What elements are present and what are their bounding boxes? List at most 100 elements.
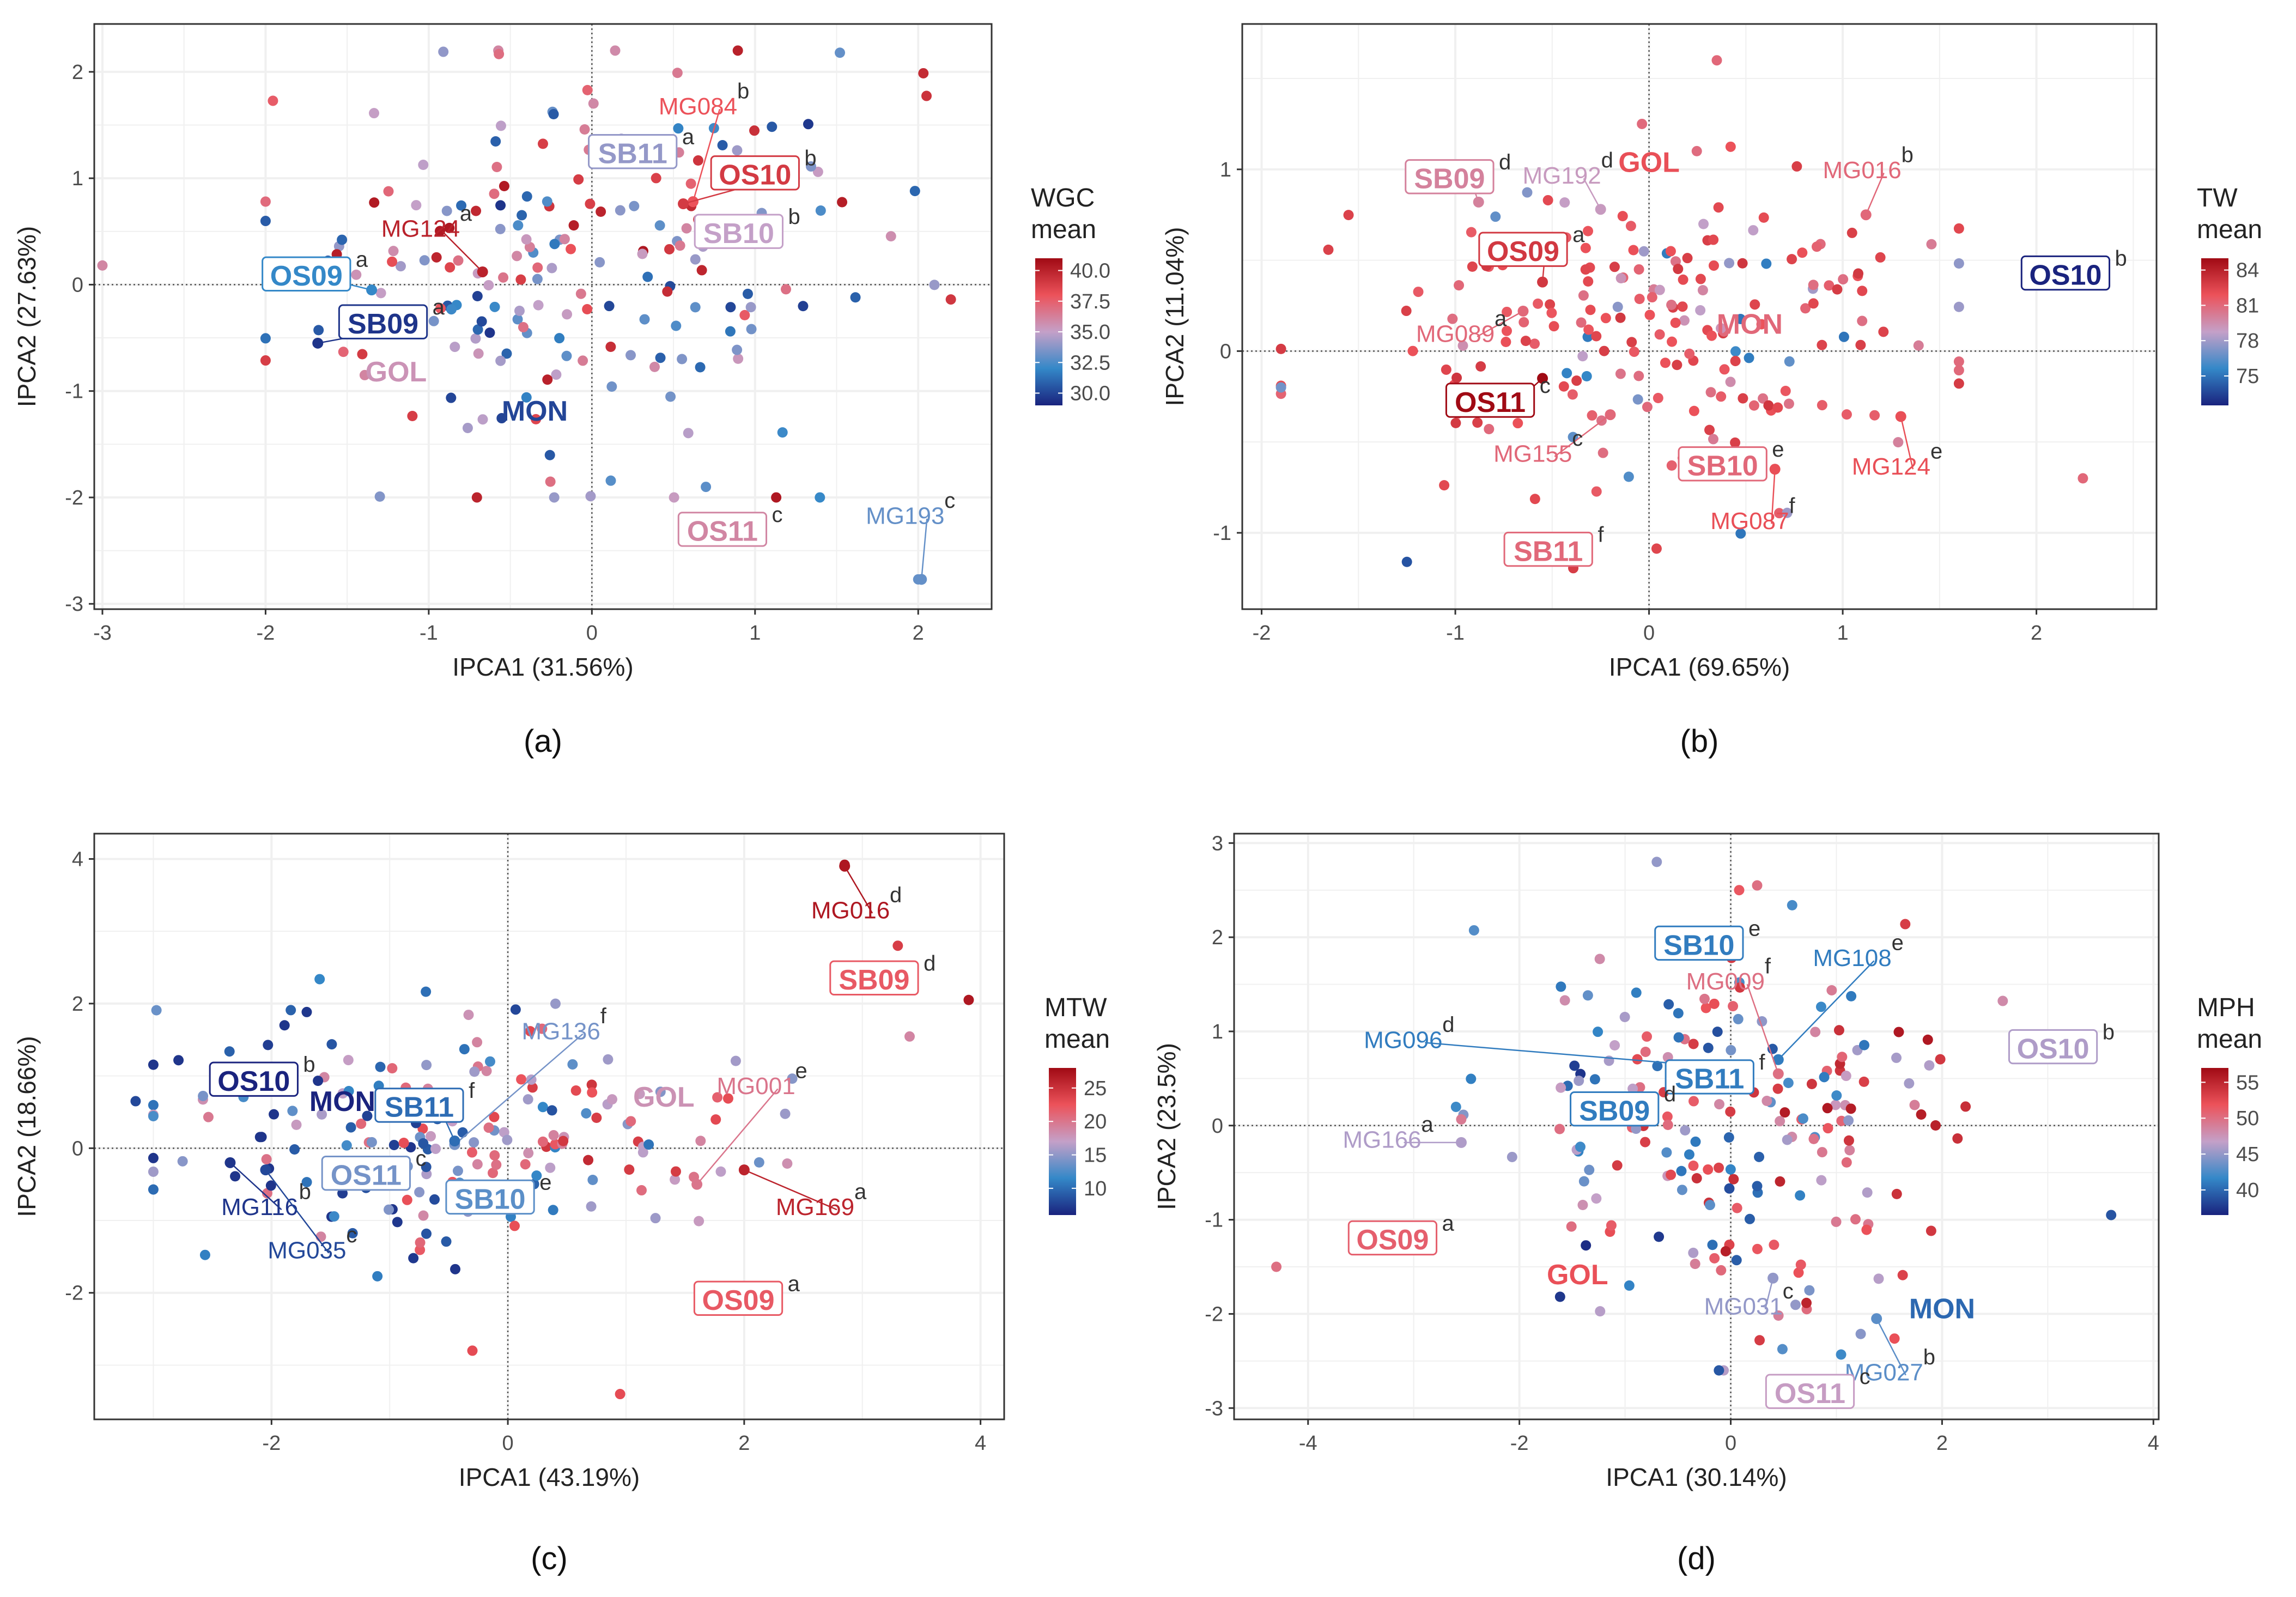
data-point [725,326,736,337]
data-point [1856,1329,1866,1339]
environment-label: SB09 [839,964,909,996]
data-point [1456,1114,1466,1125]
data-point [1874,1273,1884,1284]
data-point [607,1094,617,1104]
data-point [1593,1027,1603,1037]
data-point [483,1122,494,1133]
genotype-group-letter: a [854,1180,867,1204]
legend-title: mean [2197,1025,2262,1054]
legend-tick-label: 20 [1084,1110,1107,1133]
y-tick-label: 4 [72,848,83,871]
legend-title: TW [2197,184,2238,212]
data-point [1777,1344,1788,1355]
data-point [1692,146,1702,156]
genotype-label: MG001 [716,1073,795,1100]
x-tick-label: 2 [913,622,924,645]
data-point [1407,346,1418,356]
data-point [1684,1149,1694,1159]
data-point [269,1109,279,1120]
environment-group-letter: d [1499,150,1511,174]
data-point [483,280,494,290]
data-point [585,199,595,209]
data-point [130,1096,141,1107]
data-point [1706,387,1716,397]
data-point [467,1147,477,1158]
data-point [588,98,599,108]
y-tick-label: 0 [1220,340,1231,363]
data-point [1672,360,1682,370]
x-tick-label: -1 [1446,622,1465,645]
data-point [672,68,683,78]
environment-label: MON [1717,308,1783,340]
data-point [1626,221,1636,231]
data-point [1769,1240,1779,1250]
genotype-point [1517,306,1528,317]
environment-group-letter: f [469,1079,475,1103]
data-point [402,1195,412,1205]
genotype-label: MG192 [1522,162,1601,189]
data-point [260,333,271,343]
data-point [587,1175,598,1185]
data-point [1763,400,1773,411]
data-point [1772,403,1783,413]
data-point [697,265,707,275]
data-point [1775,1116,1785,1126]
legend-tick-label: 45 [2236,1143,2259,1166]
data-point [1624,471,1634,482]
data-point [148,1100,159,1110]
data-point [471,206,481,216]
data-point [545,450,555,460]
data-point [655,220,665,230]
data-point [517,210,527,220]
y-tick-label: -2 [1205,1303,1223,1326]
data-point [1703,1043,1714,1053]
data-point [1703,1164,1713,1175]
data-point [694,1216,704,1226]
data-point [835,47,845,58]
environment-group-letter: a [433,295,445,319]
environment-label: SB11 [598,138,667,170]
data-point [1960,1101,1971,1112]
data-point [1752,881,1763,891]
data-point [286,1005,296,1015]
data-point [262,1154,272,1164]
data-point [1402,557,1412,567]
genotype-label: MG096 [1364,1027,1442,1053]
data-point [695,1135,706,1146]
data-point [421,1229,432,1239]
data-point [1344,210,1354,220]
data-point [1451,373,1462,383]
data-point [489,1150,500,1161]
data-point [384,1205,394,1215]
data-point [1276,382,1286,393]
data-point [367,1137,377,1147]
data-point [1556,1083,1566,1093]
data-point [1855,340,1866,350]
environment-group-letter: c [1860,1365,1870,1389]
data-point [1726,377,1736,387]
data-point [1601,313,1611,323]
legend-tick-label: 37.5 [1070,290,1110,313]
data-point [782,1158,792,1169]
data-point [671,320,681,331]
data-point [464,1010,474,1020]
data-point [230,1171,240,1181]
data-point [1587,410,1598,421]
environment-label: OS09 [1356,1224,1429,1256]
data-point [1711,55,1722,65]
data-point [837,197,847,208]
data-point [1626,337,1637,347]
x-tick-label: 0 [1725,1432,1736,1455]
data-point [558,1136,568,1146]
data-point [1581,1240,1591,1250]
data-point [200,1250,210,1260]
data-point [718,140,728,150]
panel-caption: (b) [1680,724,1719,759]
environment-label: MON [502,396,568,427]
x-tick-label: -2 [257,622,275,645]
data-point [1997,996,2008,1006]
data-point [1704,425,1715,435]
data-point [665,391,676,402]
data-point [963,995,974,1005]
data-point [733,354,743,364]
